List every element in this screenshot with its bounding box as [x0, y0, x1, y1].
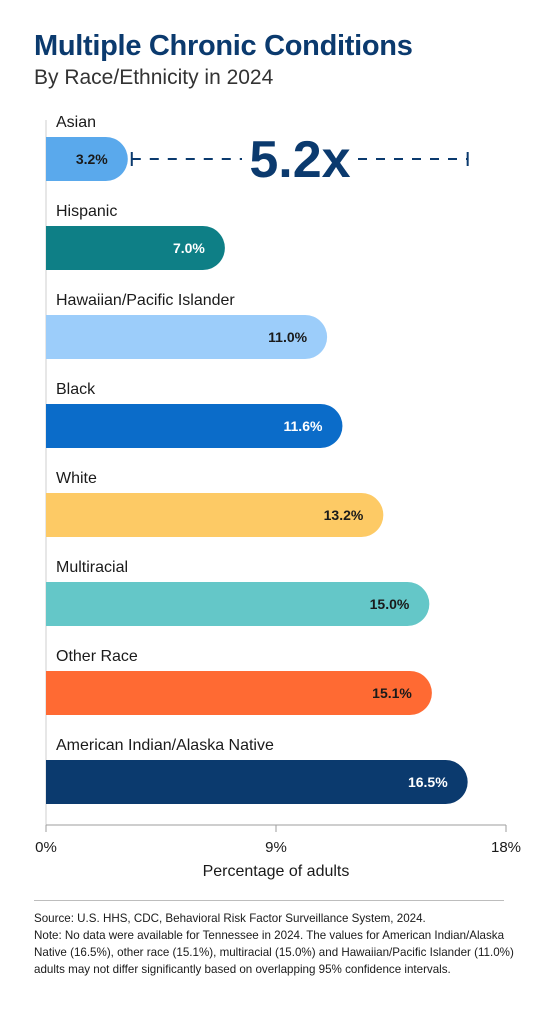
category-label: Hispanic — [56, 203, 117, 220]
bar — [46, 582, 430, 626]
bar — [46, 404, 343, 448]
bar-chart: 0% 9% 18% Percentage of adults Asian 3.2% Hisp… — [35, 114, 521, 880]
bar — [46, 137, 128, 181]
x-tick-label: 0% — [35, 839, 57, 856]
value-label: 11.6% — [284, 418, 323, 434]
x-tick-label: 18% — [491, 839, 521, 856]
value-label: 7.0% — [173, 240, 205, 256]
ratio-callout: 5.2x — [249, 131, 350, 189]
value-label: 16.5% — [408, 774, 448, 790]
chart-title: Multiple Chronic Conditions — [34, 30, 413, 62]
category-label: Multiracial — [56, 559, 128, 576]
footnote: Source: U.S. HHS, CDC, Behavioral Risk F… — [34, 910, 514, 978]
category-label: Asian — [56, 114, 96, 131]
data-note: Note: No data were available for Tenness… — [34, 929, 514, 976]
category-label: Hawaiian/Pacific Islander — [56, 292, 235, 309]
x-axis-title: Percentage of adults — [203, 863, 350, 880]
bar — [46, 226, 225, 270]
value-label: 3.2% — [76, 151, 108, 167]
chart-subtitle: By Race/Ethnicity in 2024 — [34, 66, 274, 89]
bar — [46, 671, 432, 715]
bar — [46, 315, 328, 359]
value-label: 15.1% — [372, 685, 412, 701]
category-label: American Indian/Alaska Native — [56, 737, 274, 754]
footnote-divider — [34, 900, 504, 901]
bar — [46, 493, 384, 537]
category-label: White — [56, 470, 97, 487]
value-label: 13.2% — [324, 507, 364, 523]
category-label: Black — [56, 381, 96, 398]
source-note: Source: U.S. HHS, CDC, Behavioral Risk F… — [34, 912, 426, 925]
x-tick-label: 9% — [265, 839, 287, 856]
value-label: 11.0% — [268, 329, 307, 345]
bar — [46, 760, 468, 804]
category-label: Other Race — [56, 648, 138, 665]
value-label: 15.0% — [370, 596, 410, 612]
